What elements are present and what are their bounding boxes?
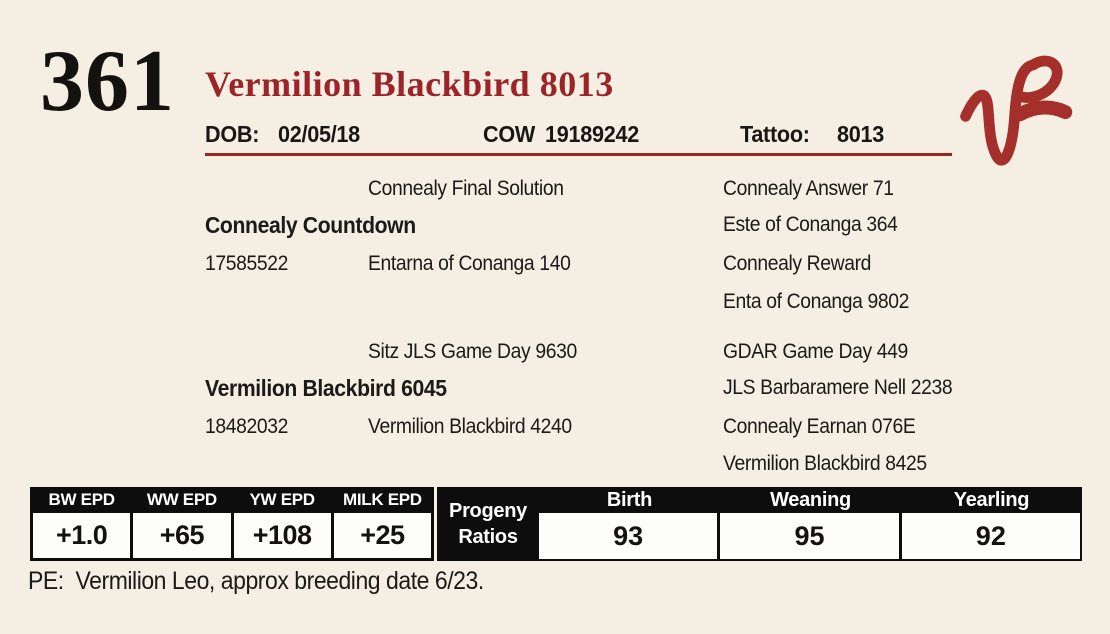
progeny-value-cell: 92 — [901, 513, 1080, 559]
progeny-header-cell: Weaning — [770, 488, 851, 511]
epd-value-cell: +108 — [233, 513, 331, 558]
epd-header-cell: YW EPD — [233, 487, 331, 513]
sire-sire: Connealy Final Solution — [368, 177, 564, 200]
progeny-value-cell: 95 — [720, 513, 899, 559]
dam-grandparent: JLS Barbaramere Nell 2238 — [723, 376, 953, 399]
tattoo-value: 8013 — [837, 121, 884, 147]
progeny-label-line1: Progeny — [449, 500, 527, 522]
dam-grandparent: Vermilion Blackbird 8425 — [723, 452, 927, 475]
epd-column: MILK EPD +25 — [333, 487, 431, 558]
progeny-ratios-label: Progeny Ratios — [437, 487, 539, 561]
epd-value-cell: +65 — [133, 513, 231, 558]
tattoo-label: Tattoo: — [740, 121, 810, 147]
header-divider — [205, 153, 952, 156]
pe-footnote: PE: Vermilion Leo, approx breeding date … — [28, 567, 484, 595]
dam-grandparent: Connealy Earnan 076E — [723, 415, 916, 438]
dob-value: 02/05/18 — [278, 121, 360, 147]
epd-header-cell: WW EPD — [133, 487, 231, 513]
dam-registration: 18482032 — [205, 415, 289, 438]
epd-header-cell: BW EPD — [33, 487, 131, 513]
epd-value-cell: +1.0 — [33, 513, 131, 558]
epd-table: BW EPD +1.0 WW EPD +65 YW EPD +108 MILK … — [30, 487, 434, 561]
epd-header-cell: MILK EPD — [333, 487, 431, 513]
sire-grandparent: Connealy Reward — [723, 252, 872, 275]
progeny-ratios-table: Progeny Ratios Birth Weaning Yearling 93… — [437, 487, 1082, 561]
dam-sire: Sitz JLS Game Day 9630 — [368, 340, 577, 363]
animal-name-title: Vermilion Blackbird 8013 — [205, 64, 614, 104]
lot-number: 361 — [40, 33, 175, 130]
progeny-label-line2: Ratios — [458, 526, 518, 548]
dob-label: DOB: — [205, 121, 260, 147]
progeny-header-row: Birth Weaning Yearling — [539, 487, 1082, 513]
dam-grandparent: GDAR Game Day 449 — [723, 340, 908, 363]
dam-name: Vermilion Blackbird 6045 — [205, 375, 447, 401]
progeny-value-row: 93 95 92 — [539, 513, 1082, 561]
progeny-value-cell: 93 — [539, 513, 718, 559]
sex-label: COW — [483, 121, 535, 147]
progeny-header-cell: Yearling — [953, 488, 1030, 511]
progeny-header-cell: Birth — [606, 488, 653, 511]
progeny-ratios-grid: Birth Weaning Yearling 93 95 92 — [539, 487, 1082, 561]
sire-dam: Entarna of Conanga 140 — [368, 252, 571, 275]
epd-value-cell: +25 — [333, 513, 431, 558]
epd-column: WW EPD +65 — [133, 487, 231, 558]
sire-name: Connealy Countdown — [205, 212, 416, 238]
vr-brand-icon — [960, 55, 1073, 166]
sire-grandparent: Connealy Answer 71 — [723, 177, 894, 200]
sire-registration: 17585522 — [205, 252, 289, 275]
sire-grandparent: Este of Conanga 364 — [723, 213, 898, 236]
epd-column: BW EPD +1.0 — [33, 487, 131, 558]
dam-dam: Vermilion Blackbird 4240 — [368, 415, 572, 438]
epd-column: YW EPD +108 — [233, 487, 331, 558]
registration-number: 19189242 — [545, 121, 639, 147]
sire-grandparent: Enta of Conanga 9802 — [723, 290, 910, 313]
